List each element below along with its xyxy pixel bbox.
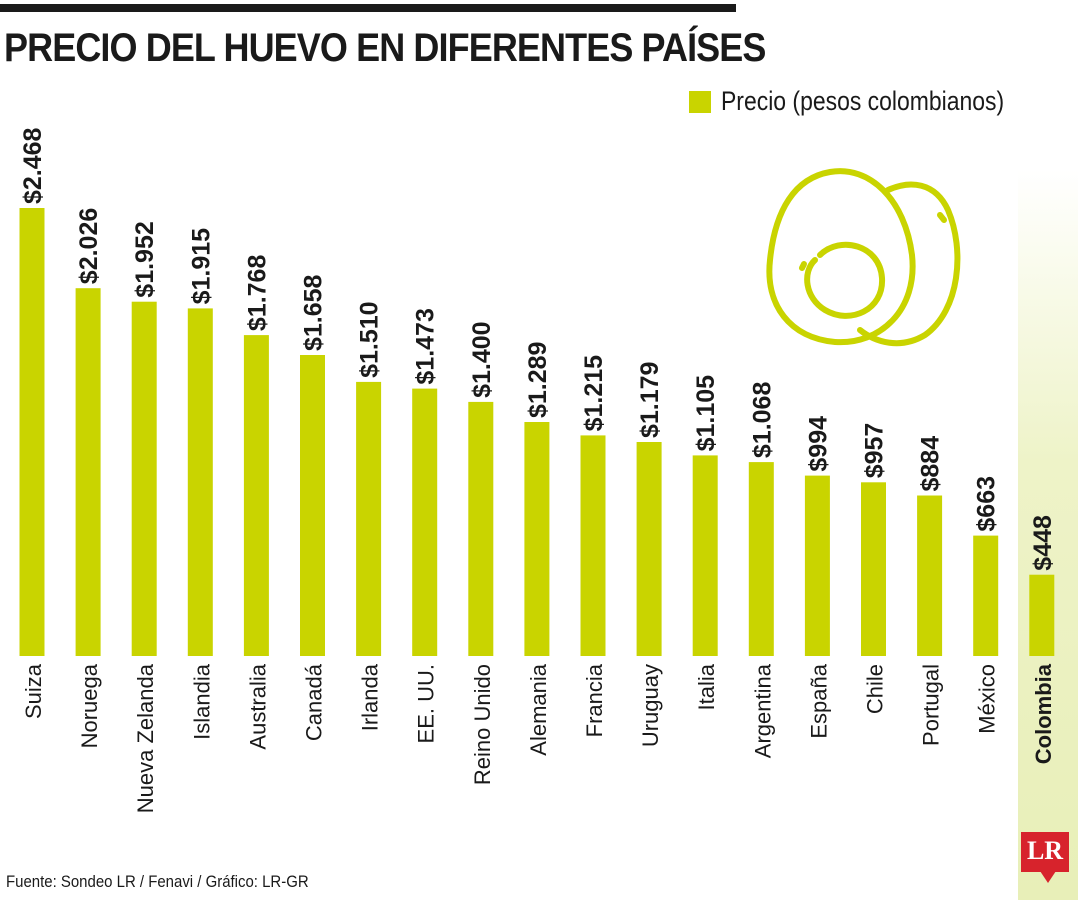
lr-logo-tail [1040, 871, 1056, 883]
category-label-0: Suiza [21, 663, 46, 719]
category-label-17: México [975, 664, 1000, 734]
bar-13 [748, 462, 774, 656]
value-label-13: $1.068 [748, 382, 776, 459]
bar-8 [468, 401, 494, 656]
egg-icon [766, 168, 961, 347]
bar-0 [19, 208, 45, 656]
value-label-1: $2.026 [75, 208, 103, 284]
bar-5 [300, 355, 325, 656]
chart-title: PRECIO DEL HUEVO EN DIFERENTES PAÍSES [4, 26, 766, 70]
category-label-2: Nueva Zelanda [133, 663, 158, 813]
colombia-highlight-band [1018, 170, 1078, 900]
value-label-9: $1.289 [524, 342, 552, 418]
bar-16 [917, 495, 943, 656]
value-label-14: $994 [804, 416, 832, 472]
bar-7 [412, 388, 438, 656]
top-rule [0, 4, 736, 12]
category-label-3: Islandia [189, 663, 214, 740]
value-label-0: $2.468 [19, 127, 47, 204]
lr-logo-text: LR [1026, 836, 1064, 865]
category-label-4: Australia [245, 663, 270, 749]
bar-15 [861, 482, 886, 656]
legend-swatch [688, 90, 711, 113]
legend-label: Precio (pesos colombianos) [720, 86, 1005, 116]
category-label-12: Italia [694, 663, 719, 710]
value-label-16: $884 [917, 436, 945, 492]
bar-18 [1029, 574, 1055, 656]
category-label-8: Reino Unido [470, 664, 495, 785]
bar-11 [636, 442, 662, 656]
value-label-18: $448 [1029, 515, 1057, 571]
value-label-15: $957 [861, 423, 889, 479]
bar-14 [804, 475, 830, 656]
value-label-17: $663 [973, 476, 1001, 532]
bar-9 [524, 422, 550, 656]
value-label-7: $1.473 [412, 308, 440, 384]
category-label-7: EE. UU. [414, 664, 439, 743]
bar-3 [187, 308, 213, 656]
category-label-16: Portugal [919, 664, 944, 746]
value-label-2: $1.952 [131, 221, 159, 297]
source-note: Fuente: Sondeo LR / Fenavi / Gráfico: LR… [6, 872, 309, 891]
value-label-10: $1.215 [580, 355, 608, 432]
category-label-15: Chile [863, 664, 888, 714]
bar-1 [75, 288, 101, 656]
value-label-5: $1.658 [300, 274, 328, 351]
value-label-8: $1.400 [468, 321, 496, 397]
bar-12 [692, 455, 718, 656]
value-label-4: $1.768 [243, 255, 271, 332]
bar-2 [131, 301, 157, 656]
value-label-11: $1.179 [636, 362, 664, 438]
legend: Precio (pesos colombianos) [688, 86, 1054, 117]
category-label-5: Canadá [302, 663, 327, 741]
category-label-11: Uruguay [638, 664, 663, 747]
category-label-6: Irlanda [358, 663, 383, 731]
category-label-9: Alemania [526, 663, 551, 755]
category-label-14: España [806, 663, 831, 738]
lr-logo: LR [1021, 832, 1069, 872]
category-label-13: Argentina [750, 663, 775, 758]
category-label-10: Francia [582, 663, 607, 737]
bar-6 [356, 381, 382, 656]
value-label-6: $1.510 [356, 301, 384, 377]
category-label-1: Noruega [77, 663, 102, 748]
bar-4 [243, 335, 269, 656]
category-label-18: Colombia [1031, 663, 1056, 764]
bar-17 [973, 535, 999, 656]
value-label-3: $1.915 [187, 228, 215, 305]
value-label-12: $1.105 [692, 375, 720, 452]
bar-10 [580, 435, 606, 656]
